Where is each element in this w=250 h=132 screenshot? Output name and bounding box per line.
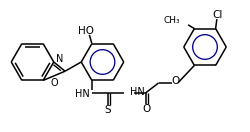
Text: O: O	[142, 104, 150, 114]
Text: HO: HO	[78, 26, 94, 36]
Text: O: O	[50, 78, 58, 88]
Text: CH₃: CH₃	[164, 16, 180, 25]
Text: N: N	[56, 54, 63, 64]
Text: HN: HN	[75, 89, 90, 99]
Text: Cl: Cl	[212, 10, 223, 20]
Text: HN: HN	[130, 87, 144, 97]
Text: S: S	[105, 105, 112, 115]
Text: O: O	[171, 76, 179, 86]
